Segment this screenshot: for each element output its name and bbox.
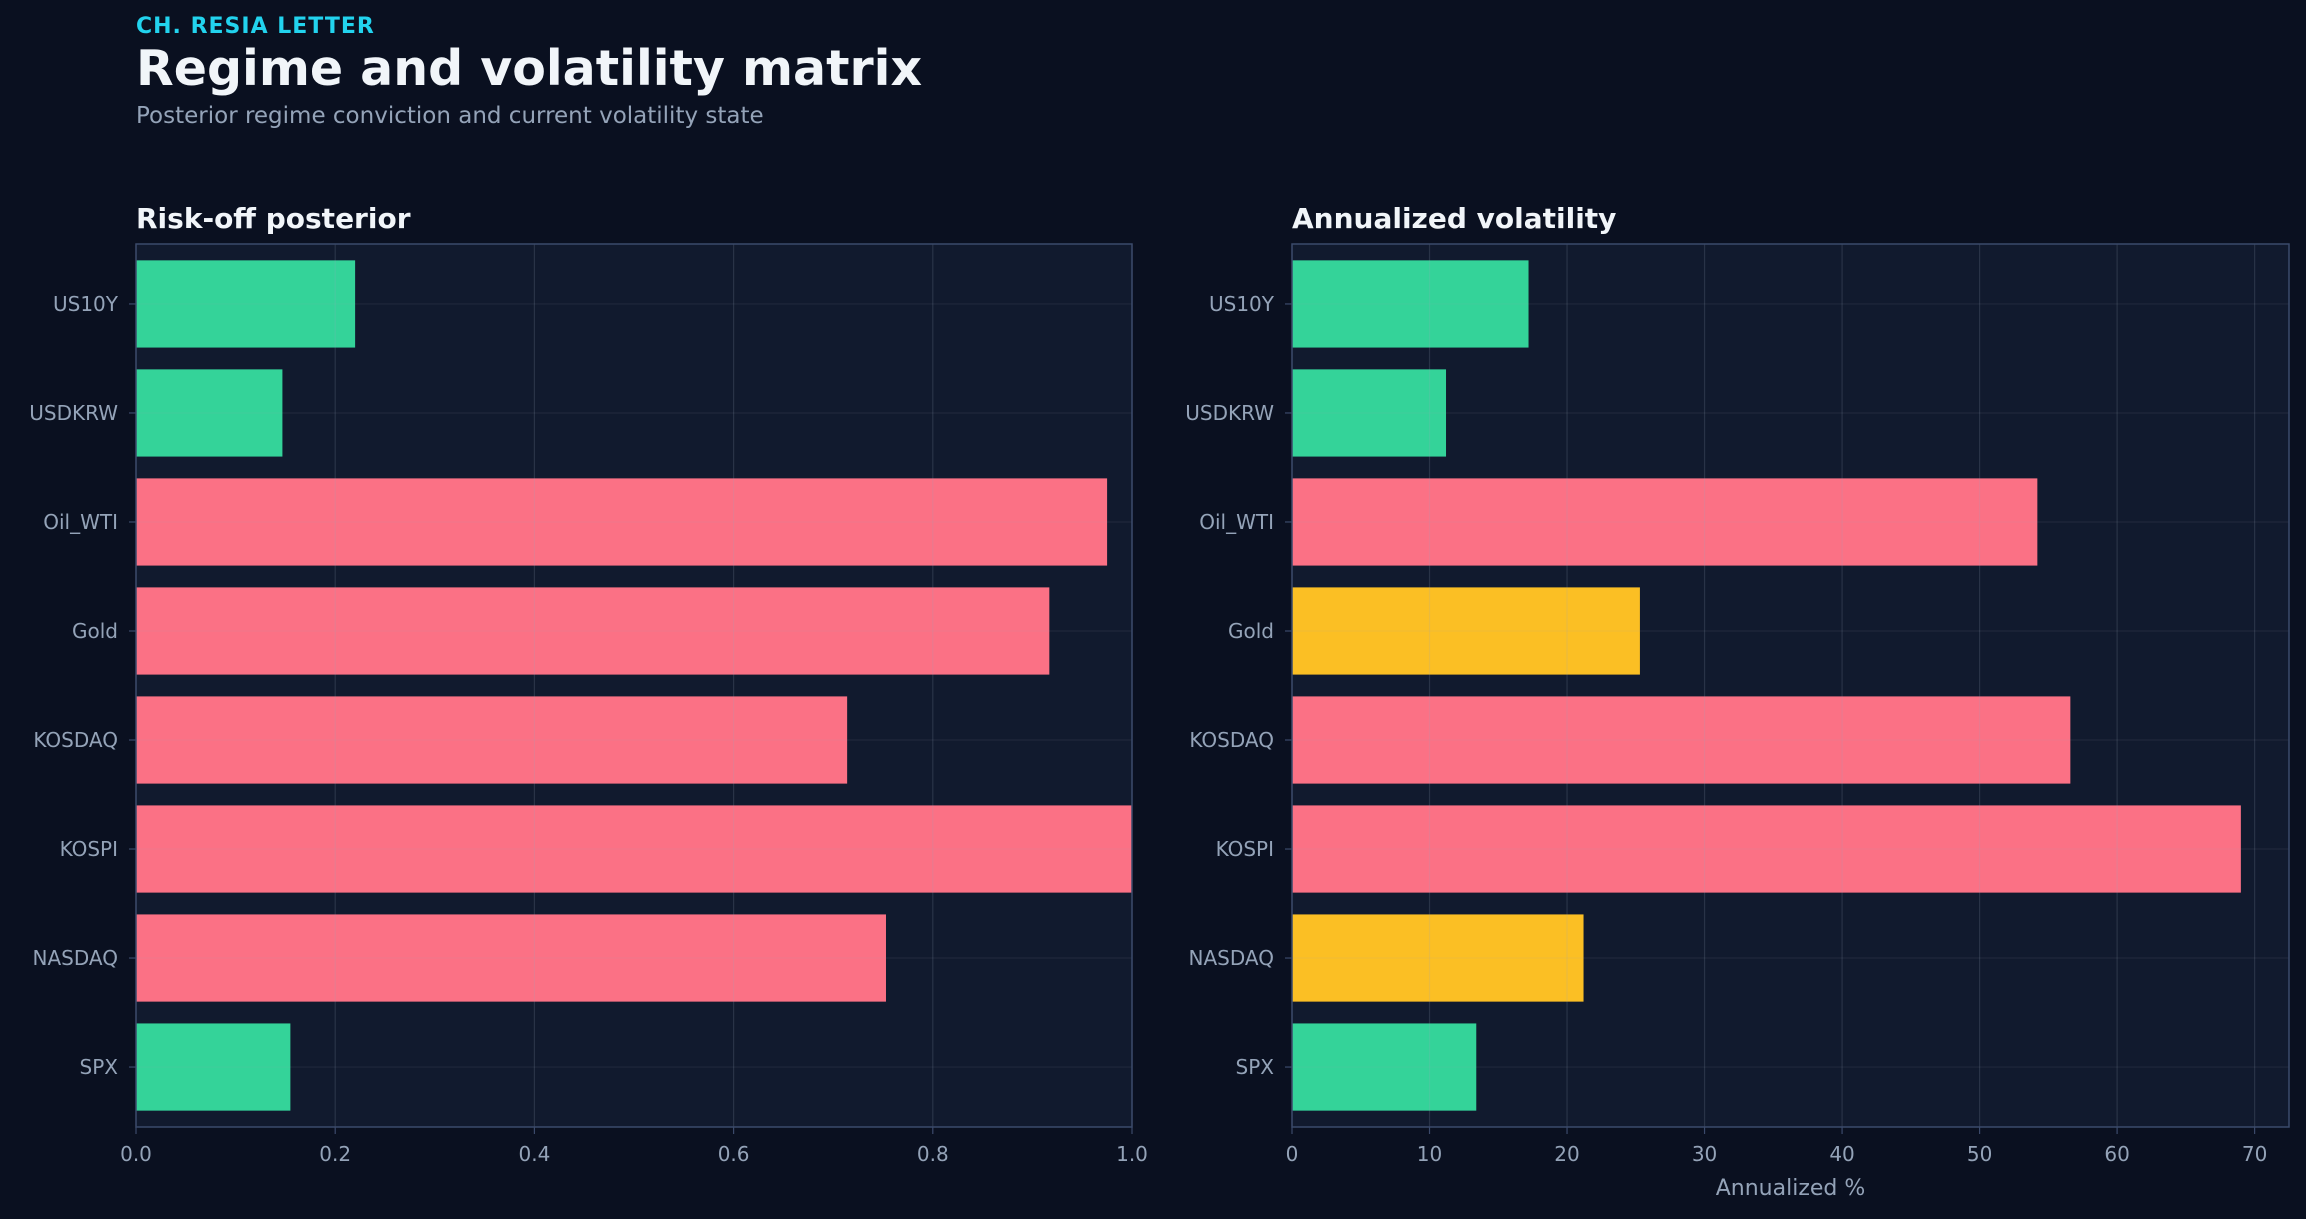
y-tick-label: KOSDAQ: [1189, 728, 1274, 752]
y-tick-label: KOSDAQ: [33, 728, 118, 752]
x-tick-label: 0.4: [518, 1142, 550, 1166]
bar-kospi: [1292, 805, 2241, 893]
page-subtitle: Posterior regime conviction and current …: [136, 103, 764, 129]
y-tick-label: Oil_WTI: [1199, 510, 1274, 534]
x-tick-label: 60: [2104, 1142, 2129, 1166]
y-tick-label: SPX: [80, 1055, 119, 1079]
y-tick-label: Gold: [72, 619, 118, 643]
y-tick-label: Gold: [1228, 619, 1274, 643]
kicker-label: CH. RESIA LETTER: [136, 14, 375, 39]
x-tick-label: 0.2: [319, 1142, 351, 1166]
plot-frame-1: [135, 243, 1133, 1128]
bar-gold: [1292, 587, 1640, 675]
x-axis-label: Annualized %: [1716, 1176, 1866, 1201]
bar-us10y: [1292, 260, 1529, 348]
bar-oil-wti: [136, 478, 1108, 566]
y-tick-label: US10Y: [1209, 292, 1275, 316]
y-tick-label: USDKRW: [1185, 401, 1274, 425]
x-tick-label: 40: [1829, 1142, 1854, 1166]
y-tick-label: NASDAQ: [33, 946, 118, 970]
y-tick-label: US10Y: [53, 292, 119, 316]
bar-kospi: [136, 805, 1132, 893]
x-tick-label: 70: [2242, 1142, 2267, 1166]
x-tick-label: 10: [1417, 1142, 1442, 1166]
bar-nasdaq: [1292, 914, 1584, 1002]
x-tick-label: 0.0: [120, 1142, 152, 1166]
bar-usdkrw: [136, 369, 283, 457]
bar-kosdaq: [1292, 696, 2071, 784]
x-tick-label: 20: [1554, 1142, 1579, 1166]
bar-us10y: [136, 260, 356, 348]
y-tick-label: KOSPI: [1216, 837, 1274, 861]
bar-spx: [136, 1023, 291, 1111]
y-tick-label: USDKRW: [29, 401, 118, 425]
panel-title: Annualized volatility: [1292, 202, 1616, 235]
bar-spx: [1292, 1023, 1477, 1111]
bar-oil-wti: [1292, 478, 2038, 566]
x-tick-label: 30: [1692, 1142, 1717, 1166]
x-tick-label: 0.6: [718, 1142, 750, 1166]
y-tick-label: KOSPI: [60, 837, 118, 861]
panel-title: Risk-off posterior: [136, 202, 411, 235]
y-tick-label: Oil_WTI: [43, 510, 118, 534]
y-tick-label: SPX: [1236, 1055, 1275, 1079]
x-tick-label: 50: [1967, 1142, 1992, 1166]
y-tick-label: NASDAQ: [1189, 946, 1274, 970]
plot-frame-2: [1291, 243, 2290, 1128]
bar-kosdaq: [136, 696, 848, 784]
x-tick-label: 0: [1286, 1142, 1299, 1166]
x-tick-label: 0.8: [917, 1142, 949, 1166]
bar-usdkrw: [1292, 369, 1447, 457]
bar-nasdaq: [136, 914, 886, 1002]
page-title: Regime and volatility matrix: [136, 40, 923, 97]
x-tick-label: 1.0: [1116, 1142, 1148, 1166]
bar-gold: [136, 587, 1050, 675]
